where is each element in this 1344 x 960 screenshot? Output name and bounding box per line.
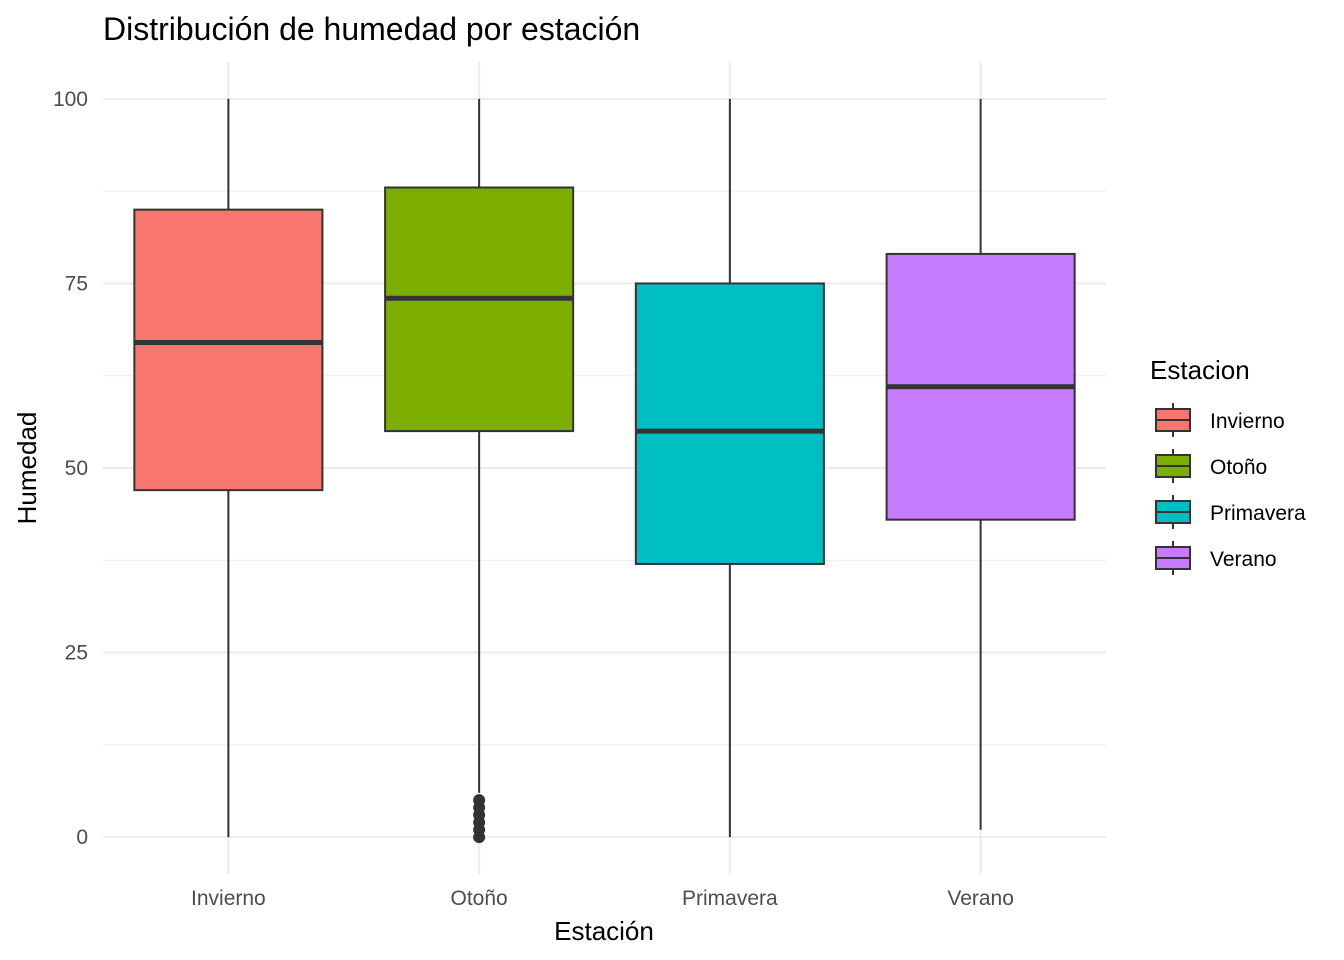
- y-tick-label: 75: [65, 272, 88, 295]
- legend-item-primavera: Primavera: [1155, 495, 1306, 529]
- chart-title: Distribución de humedad por estación: [103, 11, 640, 47]
- legend-title: Estacion: [1150, 355, 1250, 385]
- x-tick-label: Invierno: [191, 887, 266, 910]
- legend-label: Primavera: [1210, 502, 1306, 525]
- legend: Estacion Invierno Otoño Primavera Verano: [1150, 355, 1306, 575]
- boxes: [133, 98, 1076, 844]
- x-tick-label: Primavera: [682, 887, 778, 910]
- y-tick-label: 0: [76, 826, 88, 849]
- box-otoño: [384, 98, 575, 844]
- y-tick-label: 100: [53, 88, 88, 111]
- x-tick-label: Verano: [947, 887, 1014, 910]
- y-tick-label: 50: [65, 457, 88, 480]
- box-verano: [885, 98, 1076, 830]
- box-invierno: [133, 98, 324, 838]
- box-primavera: [634, 98, 825, 838]
- legend-item-verano: Verano: [1155, 541, 1277, 575]
- legend-label: Otoño: [1210, 456, 1267, 479]
- legend-label: Invierno: [1210, 410, 1285, 433]
- box-iqr: [634, 282, 825, 565]
- x-tick-labels: Invierno Otoño Primavera Verano: [191, 887, 1014, 910]
- y-axis-title: Humedad: [12, 412, 42, 525]
- x-axis-title: Estación: [554, 916, 654, 946]
- legend-label: Verano: [1210, 548, 1277, 571]
- x-tick-label: Otoño: [451, 887, 508, 910]
- box-iqr: [133, 208, 324, 492]
- outlier-point: [473, 794, 486, 807]
- legend-item-invierno: Invierno: [1155, 403, 1285, 437]
- legend-item-otoño: Otoño: [1155, 449, 1267, 483]
- y-tick-labels: 0 25 50 75 100: [53, 88, 88, 849]
- box-iqr: [384, 186, 575, 433]
- y-tick-label: 25: [65, 642, 88, 665]
